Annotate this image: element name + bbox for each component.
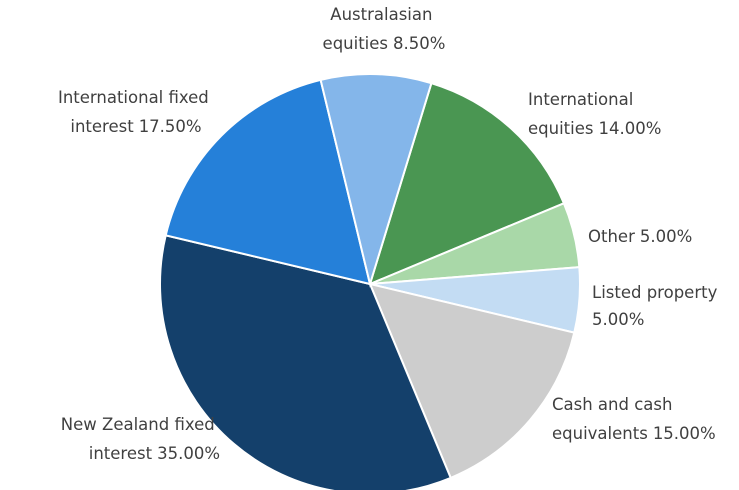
label-line: equivalents bbox=[552, 424, 648, 443]
value-label: 17.50% bbox=[139, 117, 202, 136]
label-line: International bbox=[528, 90, 639, 109]
label-line: Cash and cash bbox=[552, 395, 678, 414]
slice-label: International fixed interest 17.50% bbox=[58, 88, 214, 136]
label-line: interest bbox=[70, 117, 134, 136]
pie-slice bbox=[368, 81, 566, 286]
label-line: Australasian bbox=[330, 5, 437, 24]
label-line: equities bbox=[528, 119, 593, 138]
pie-slice bbox=[319, 73, 433, 288]
value-label: 5.00% bbox=[592, 310, 644, 329]
label-line: New Zealand fixed bbox=[61, 415, 220, 434]
category-label: Australasian equities bbox=[323, 5, 438, 53]
category-label: Listed property bbox=[592, 283, 718, 302]
category-label: International equities bbox=[528, 90, 639, 138]
category-label: International fixed interest bbox=[58, 88, 214, 136]
value-label: 8.50% bbox=[393, 34, 445, 53]
slice-label: International equities 14.00% bbox=[528, 90, 661, 138]
value-label: 35.00% bbox=[157, 444, 220, 463]
category-label: Cash and cash equivalents bbox=[552, 395, 678, 443]
slice-label: Cash and cash equivalents 15.00% bbox=[552, 395, 716, 443]
value-label: 15.00% bbox=[653, 424, 716, 443]
pie-slice bbox=[159, 234, 453, 490]
value-label: 14.00% bbox=[598, 119, 661, 138]
slice-label: New Zealand fixed interest 35.00% bbox=[61, 415, 220, 463]
label-line: International fixed bbox=[58, 88, 214, 107]
pie-slice bbox=[368, 282, 576, 480]
label-line: equities bbox=[323, 34, 388, 53]
label-line: interest bbox=[89, 444, 153, 463]
slice-label: Australasian equities 8.50% bbox=[323, 5, 446, 53]
category-label: New Zealand fixed interest bbox=[61, 415, 220, 463]
value-label: 5.00% bbox=[640, 227, 692, 246]
slice-label: Other 5.00% bbox=[588, 227, 692, 246]
slice-label: Listed property 5.00% bbox=[592, 283, 718, 329]
category-label: Other bbox=[588, 227, 635, 246]
pie-slice bbox=[164, 78, 372, 286]
